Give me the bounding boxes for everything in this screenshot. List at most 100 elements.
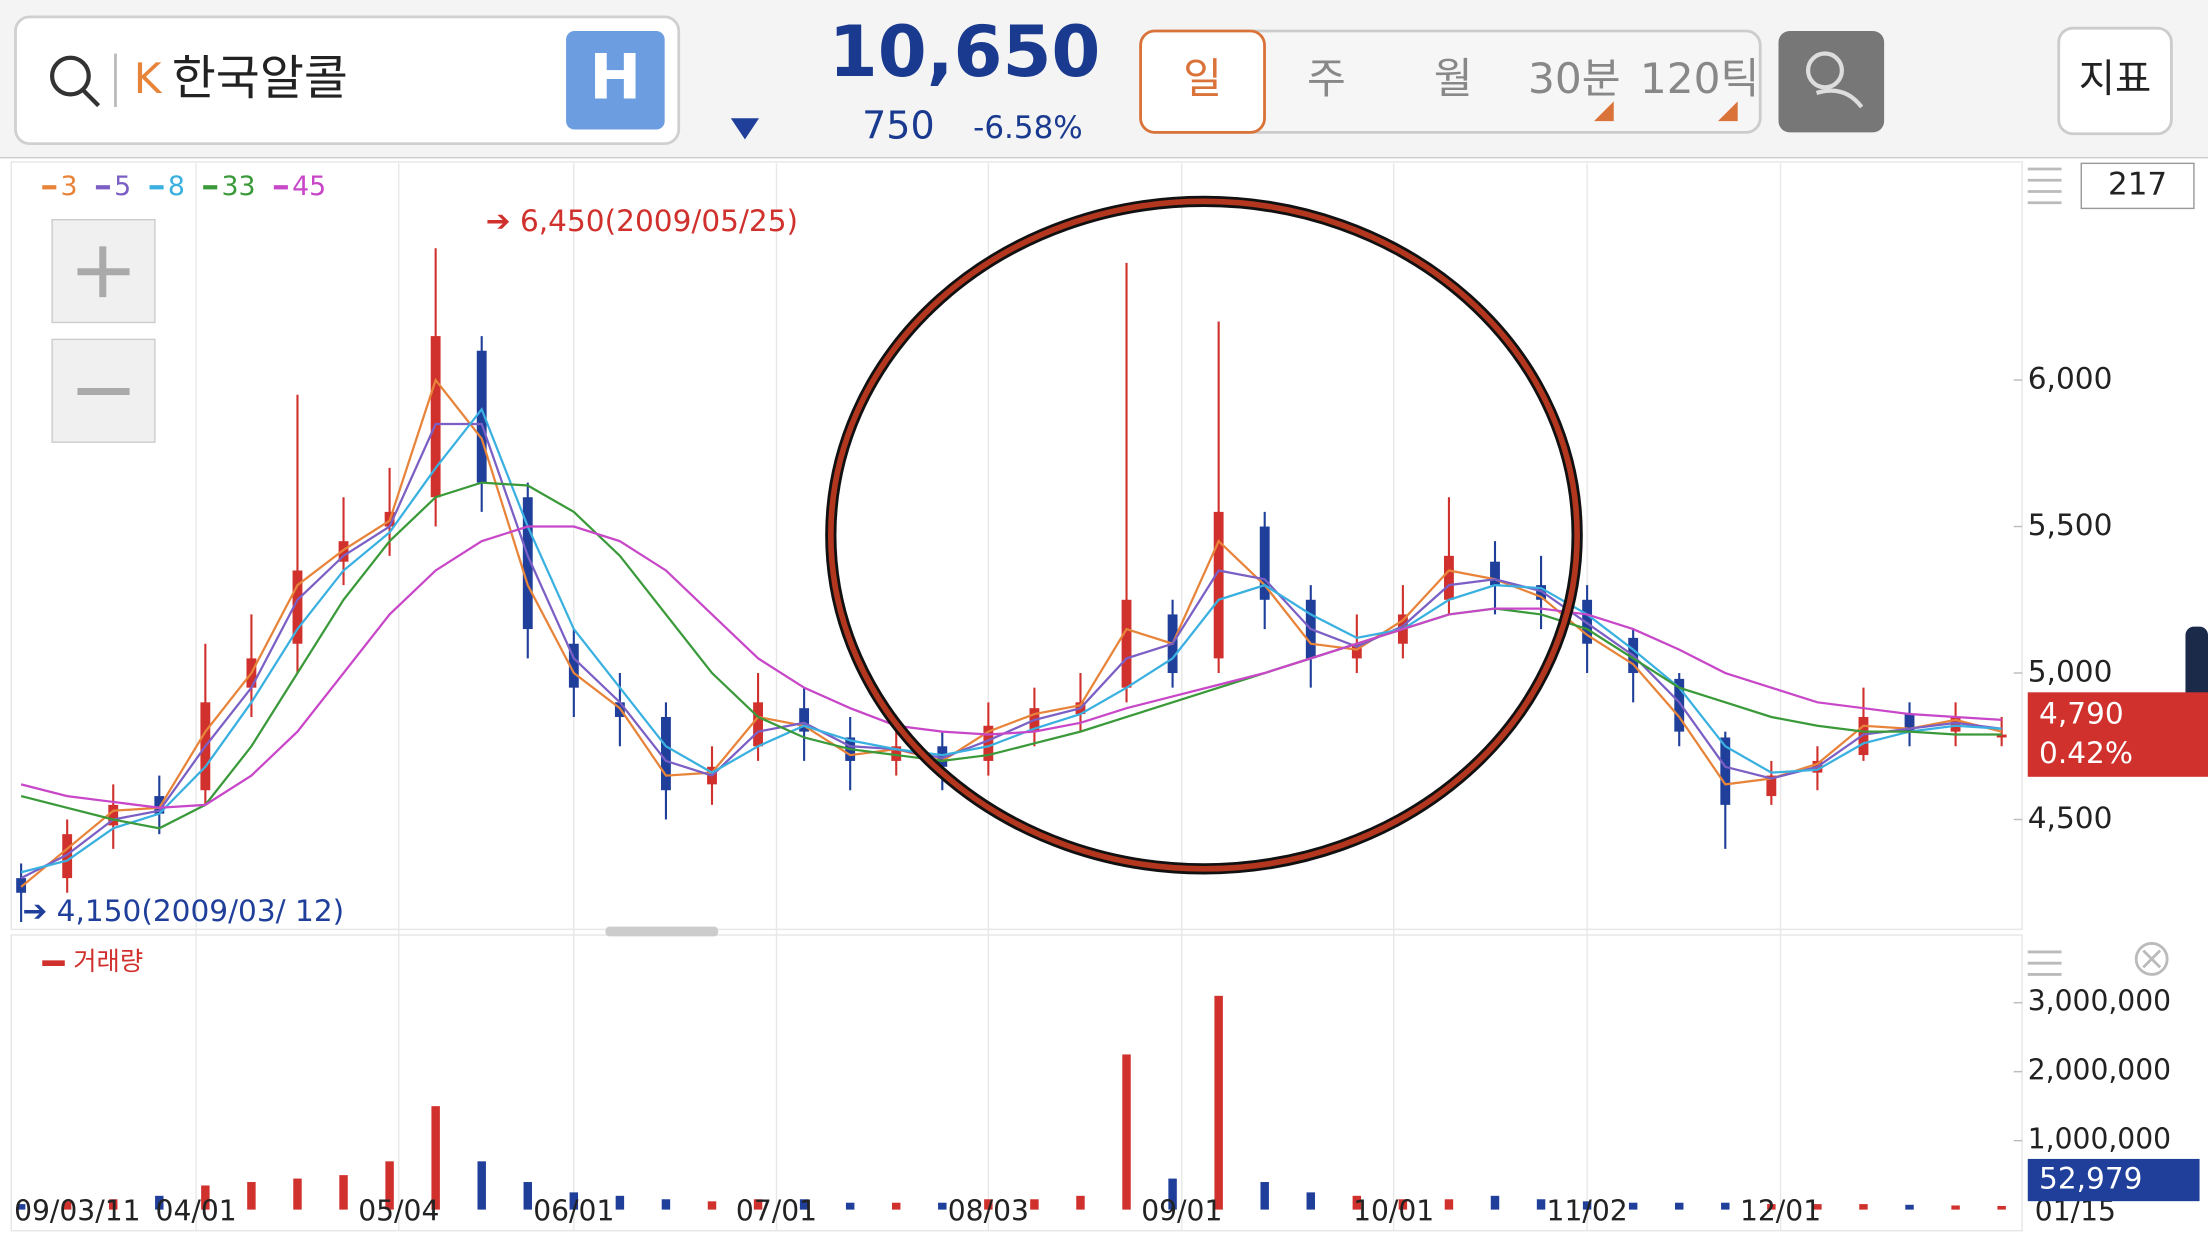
volume-bar: [1767, 1204, 1776, 1210]
candle-body: [799, 708, 810, 732]
candle-body: [1720, 737, 1731, 805]
volume-bar: [1628, 1202, 1638, 1210]
volume-bar: [892, 1202, 901, 1210]
volume-bar: [1813, 1204, 1822, 1210]
volume-bar: [431, 1106, 440, 1210]
price-tag-change: 0.42%: [2039, 736, 2133, 770]
draw-icon: [1805, 51, 1844, 90]
candle-body: [891, 746, 902, 761]
x-tick-label: 12/01: [1740, 1194, 1821, 1227]
volume-bar: [1398, 1199, 1408, 1210]
market-badge-text: H: [589, 41, 641, 114]
candle-body: [1536, 585, 1546, 600]
y-tick-label: 5,000: [2028, 655, 2113, 689]
x-tick-label: 10/01: [1353, 1194, 1434, 1227]
candle-body: [154, 796, 165, 814]
volume-bar: [1951, 1205, 1960, 1210]
indicator-button[interactable]: [2057, 26, 2173, 136]
search-icon: [49, 55, 91, 97]
x-tick-label: 06/01: [533, 1194, 614, 1227]
candle-body: [1766, 775, 1777, 797]
tab[interactable]: 120틱: [1640, 54, 1759, 103]
market-prefix: K: [134, 54, 163, 103]
volume-bar: [1859, 1204, 1868, 1210]
ma-line: [20, 422, 2002, 880]
tab[interactable]: 30분: [1528, 54, 1621, 103]
price-tag: [2027, 692, 2208, 777]
volume-bar: [1721, 1202, 1730, 1210]
count-box[interactable]: [2080, 162, 2195, 210]
volume-bar: [1536, 1199, 1546, 1210]
tab-selected[interactable]: [1139, 29, 1266, 134]
scrollbar[interactable]: [605, 926, 719, 937]
ma-line: [20, 407, 2002, 874]
volume-tag: [2027, 1158, 2200, 1202]
candle-body: [16, 878, 27, 893]
volume-bar: [799, 1199, 809, 1210]
volume-bar: [615, 1195, 625, 1210]
x-tick-label: 09/01: [1141, 1194, 1222, 1227]
menu-icon[interactable]: [2027, 950, 2062, 976]
y-tick-label: 3,000,000: [2028, 985, 2171, 1018]
legend-label: 3: [61, 171, 78, 202]
volume-bar: [1444, 1199, 1454, 1210]
candle-count: 217: [2108, 166, 2167, 202]
candle-body: [568, 643, 579, 688]
y-tick-label: 4,500: [2028, 801, 2113, 835]
draw-button[interactable]: [1778, 30, 1885, 133]
tab-marker: [1594, 101, 1614, 122]
volume-bar: [293, 1178, 302, 1210]
volume-bar: [1260, 1182, 1269, 1210]
search-icon: [81, 88, 101, 108]
menu-icon[interactable]: [2027, 167, 2062, 205]
volume-tag-label: 52,979: [2039, 1162, 2142, 1196]
tab[interactable]: 일: [1183, 54, 1222, 103]
volume-title: 거래량: [73, 946, 143, 976]
high-annotation: ➔ 6,450(2009/05/25): [486, 204, 798, 238]
volume-bar: [523, 1182, 532, 1210]
price: 10,650: [829, 11, 1101, 93]
volume-bar: [1306, 1192, 1315, 1210]
price-tag-value: 4,790: [2039, 696, 2124, 730]
volume-legend-swatch: [42, 960, 65, 966]
highlight-circle: [828, 198, 1580, 872]
candle-body: [1858, 716, 1869, 756]
volume-bar: [938, 1202, 947, 1210]
legend-label: 5: [114, 171, 131, 202]
volume-bar: [339, 1175, 348, 1210]
candle-body: [983, 725, 994, 761]
tab[interactable]: 월: [1434, 54, 1473, 103]
volume-bar: [707, 1201, 717, 1210]
market-badge[interactable]: [566, 30, 665, 130]
volume-bar: [1122, 1054, 1131, 1210]
volume-bar: [109, 1199, 118, 1210]
stock-name: 한국알콜: [172, 52, 348, 107]
volume-bar: [385, 1161, 394, 1210]
candle-body: [292, 570, 303, 644]
tab[interactable]: 주: [1307, 54, 1346, 103]
candle-body: [1996, 734, 2007, 738]
search-box[interactable]: [14, 15, 681, 146]
x-tick-label: 05/04: [358, 1194, 439, 1227]
close-icon[interactable]: [2134, 942, 2169, 976]
volume-bar: [1997, 1205, 2006, 1210]
volume-bar: [62, 1201, 72, 1210]
draw-icon: [1815, 88, 1864, 109]
y-tick-label: 1,000,000: [2028, 1123, 2171, 1156]
candle-body: [62, 834, 73, 879]
volume-bar: [661, 1199, 671, 1210]
y-tick-label: 5,500: [2028, 508, 2113, 542]
volume-bar: [16, 1204, 26, 1210]
x-tick-label: 07/01: [736, 1194, 817, 1227]
y-tick-label: 2,000,000: [2028, 1054, 2171, 1087]
volume-bar: [477, 1161, 486, 1210]
candle-body: [1444, 555, 1454, 600]
volume-bar: [1076, 1195, 1085, 1210]
volume-bar: [1352, 1195, 1362, 1210]
change: 750: [862, 104, 935, 148]
legend-label: 33: [221, 171, 255, 202]
candle-body: [1904, 714, 1915, 732]
volume-bar: [1168, 1178, 1177, 1210]
candle-body: [1259, 526, 1270, 600]
